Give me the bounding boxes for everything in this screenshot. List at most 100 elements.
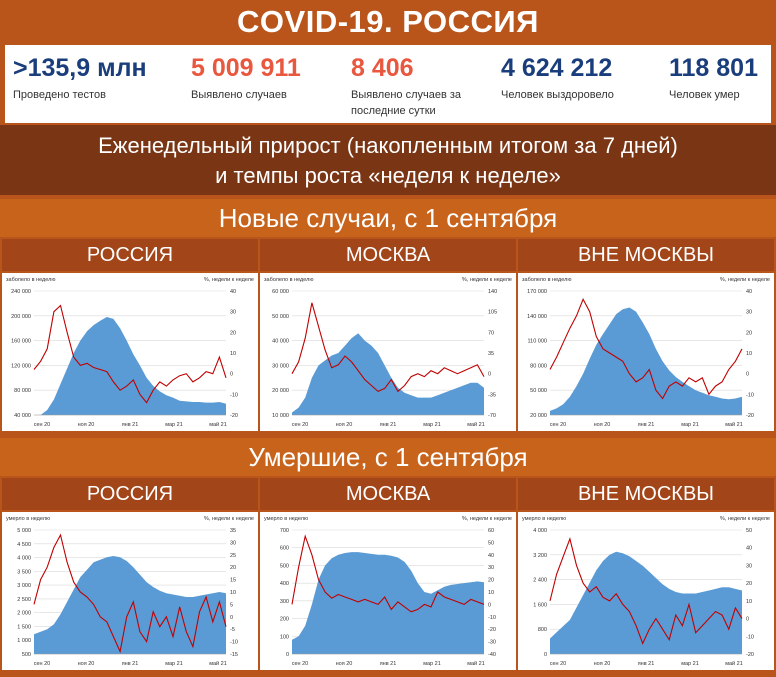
y2-tick-label: 0 [488,372,491,378]
x-tick-label: ноя 20 [594,661,611,667]
y-tick-label: 200 [280,617,289,623]
y2-tick-label: -35 [488,392,496,398]
stat-tests: >135,9 млн Проведено тестов [13,53,147,103]
y2-tick-label: 20 [746,581,752,587]
weekly-heading-line: и темпы роста «неделя к неделе» [215,163,561,188]
chart-panel-title: МОСКВА [260,478,516,510]
y-tick-label: 600 [280,546,289,552]
y-tick-label: 0 [286,652,289,658]
chart-svg: заболело в неделю %, недели к неделе 60 00… [264,277,512,428]
area-series [550,551,742,654]
stat-daily-cases: 8 406 Выявлено случаев за последние сутк… [351,53,481,119]
x-tick-label: май 21 [467,421,485,428]
y-axis-title: заболело в неделю [264,277,313,283]
y-tick-label: 170 000 [527,289,547,295]
x-tick-label: ноя 20 [78,661,95,667]
y2-tick-label: 0 [746,372,749,378]
y2-tick-label: 20 [488,578,494,584]
area-series [292,333,484,415]
y-tick-label: 160 000 [11,339,31,345]
y2-tick-label: -20 [746,652,754,658]
y2-axis-title: %, недели к неделе [462,277,512,283]
x-tick-label: ноя 20 [594,422,611,428]
x-tick-label: сен 20 [550,422,567,428]
y2-axis-title: %, недели к неделе [720,277,770,283]
y2-tick-label: -70 [488,413,496,419]
y-tick-label: 30 000 [272,363,289,369]
x-tick-label: сен 20 [292,422,309,428]
y-tick-label: 1 000 [17,638,31,644]
y-tick-label: 40 000 [14,413,31,419]
y-tick-label: 20 000 [272,388,289,394]
y2-tick-label: 35 [488,351,494,357]
y2-tick-label: 10 [230,351,236,357]
chart-panel-title: ВНЕ МОСКВЫ [518,478,774,510]
y-tick-label: 10 000 [272,413,289,419]
y-axis-title: умерло в неделю [264,516,308,522]
y-tick-label: 2 400 [533,578,547,584]
weekly-heading: Еженедельный прирост (накопленным итогом… [0,125,776,195]
y-tick-label: 80 000 [530,363,547,369]
chart-panel: ВНЕ МОСКВЫ заболело в неделю %, недели к н… [518,239,774,431]
y2-tick-label: -10 [746,392,754,398]
y-tick-label: 20 000 [530,413,547,419]
chart-svg: умерло в неделю%, недели к неделе7006005… [264,516,512,667]
y-tick-label: 140 000 [527,314,547,320]
stat-deaths: 118 801 Человек умер [669,53,758,103]
y2-tick-label: 10 [746,351,752,357]
y-tick-label: 4 000 [17,556,31,562]
y2-tick-label: 40 [488,553,494,559]
y2-tick-label: 10 [488,590,494,596]
stat-recovered: 4 624 212 Человек выздоровело [501,53,614,103]
y-tick-label: 4 000 [533,528,547,534]
x-tick-label: янв 21 [122,422,139,428]
stat-label: Проведено тестов [13,89,106,101]
y2-tick-label: 30 [746,563,752,569]
chart-panel: РОССИЯ умерло в неделю %, недели к неделе 5… [2,478,258,670]
y-axis-title: заболело в неделю [6,277,55,283]
y2-tick-label: -20 [488,627,496,633]
y-tick-label: 700 [280,528,289,534]
chart-panel: МОСКВА умерло в неделю %, недели к неделе 7… [260,478,516,670]
section-deaths: Умершие, с 1 сентября [0,438,776,476]
y-tick-label: 1 500 [17,624,31,630]
y-tick-label: 400 [280,581,289,587]
chart-canvas: заболело в неделю %, недели к неделе 240 0… [2,273,258,431]
x-tick-label: мар 21 [423,422,441,428]
x-tick-label: май 21 [209,660,227,667]
stat-value: 118 801 [669,54,758,82]
growth-line-series [291,534,485,613]
y-tick-label: 0 [544,652,547,658]
y-axis-title: умерло в неделю [522,516,566,522]
y2-tick-label: 30 [746,310,752,316]
y-tick-label: 240 000 [11,289,31,295]
y-axis-title: заболело в неделю [522,277,571,283]
y-tick-label: 1 600 [533,602,547,608]
y2-tick-label: 0 [230,372,233,378]
x-tick-label: ноя 20 [78,422,95,428]
y2-axis-title: %, недели к неделе [720,516,770,522]
stat-label: Выявлено случаев за последние сутки [351,89,462,117]
y-tick-label: 60 000 [272,289,289,295]
y2-tick-label: -30 [488,640,496,646]
chart-panel-title: ВНЕ МОСКВЫ [518,239,774,271]
y-tick-label: 300 [280,599,289,605]
y-tick-label: 2 500 [17,597,31,603]
y2-tick-label: 105 [488,310,497,316]
y-tick-label: 4 500 [17,542,31,548]
y2-tick-label: 0 [488,602,491,608]
growth-line-series [33,533,227,654]
x-tick-label: май 21 [725,660,743,667]
stats-bar: >135,9 млн Проведено тестов 5 009 911 Вы… [5,45,771,123]
x-tick-label: мар 21 [423,661,441,667]
y2-tick-label: -10 [230,392,238,398]
y-tick-label: 5 000 [17,528,31,534]
y2-tick-label: 50 [488,540,494,546]
y-tick-label: 50 000 [272,314,289,320]
y2-tick-label: 0 [230,615,233,621]
y-tick-label: 3 000 [17,583,31,589]
chart-panel: МОСКВА заболело в неделю %, недели к недел… [260,239,516,431]
x-tick-label: сен 20 [34,422,51,428]
y2-tick-label: 140 [488,289,497,295]
chart-panel: ВНЕ МОСКВЫ умерло в неделю %, недели к нед… [518,478,774,670]
